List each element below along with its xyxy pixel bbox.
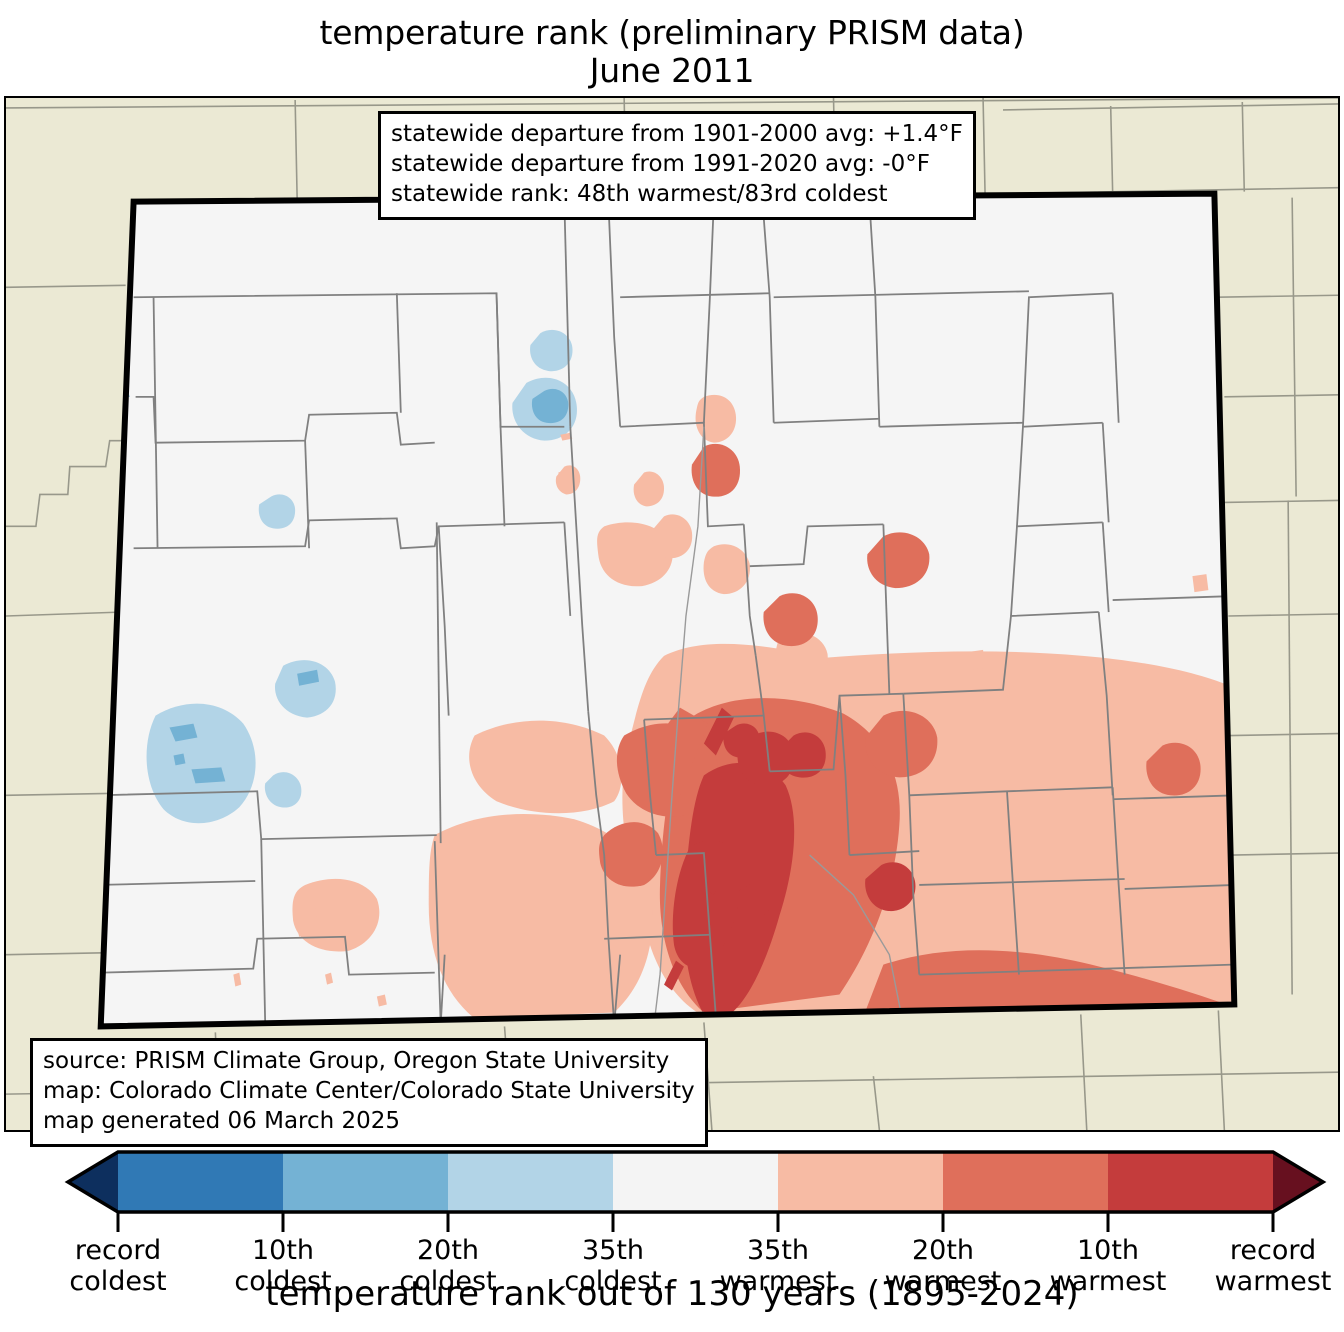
title-subtitle: June 2011 [589,51,755,91]
colorbar-segment-5 [778,1152,943,1212]
colorbar-label-5: 20th warmest [884,1235,1002,1297]
colorbar-label-4: 35th warmest [719,1235,837,1297]
stat-statewide-rank: statewide rank: 48th warmest/83rd coldes… [391,180,888,207]
colorbar-segment-2 [283,1152,448,1212]
state-interior [100,193,1235,1027]
colorbar-label-0: record coldest [69,1235,167,1297]
colorbar-segment-7 [1108,1152,1273,1212]
colorbar-segment-6 [943,1152,1108,1212]
colorbar-extend-high [1273,1152,1323,1212]
title-main: temperature rank (preliminary PRISM data… [319,13,1025,52]
colorbar-segment-4 [613,1152,778,1212]
colorbar-label-3: 35th coldest [564,1235,662,1297]
colorbar-caption: temperature rank out of 130 years (1895-… [265,1274,1079,1314]
page-title: temperature rank (preliminary PRISM data… [0,0,1344,91]
contour-20th-coldest [117,388,569,784]
colorbar-extend-low [68,1152,118,1212]
source-box: source: PRISM Climate Group, Oregon Stat… [30,1038,708,1147]
map-credit-line: map: Colorado Climate Center/Colorado St… [43,1077,695,1104]
colorbar-segment-1 [118,1152,283,1212]
map-generated-line: map generated 06 March 2025 [43,1107,401,1134]
colorbar-label-1: 10th coldest [234,1235,332,1297]
map-panel [4,96,1340,1132]
stat-departure-1991-2020: statewide departure from 1991-2020 avg: … [391,150,930,177]
source-line: source: PRISM Climate Group, Oregon Stat… [43,1048,670,1074]
contour-speckles [233,432,1209,1007]
statistics-box: statewide departure from 1901-2000 avg: … [378,111,976,220]
colorbar-segment-3 [448,1152,613,1212]
colorbar-label-6: 10th warmest [1049,1235,1167,1297]
county-lines [100,197,1235,1026]
colorbar: record coldest 10th coldest 20th coldest 35… [0,1140,1344,1332]
colorbar-label-7: record warmest [1214,1235,1332,1297]
colorbar-swatches [64,1150,1327,1232]
stat-departure-1901-2000: statewide departure from 1901-2000 avg: … [391,121,963,147]
colorbar-label-2: 20th coldest [399,1235,497,1297]
colorado-temperature-rank-map [6,98,1338,1130]
